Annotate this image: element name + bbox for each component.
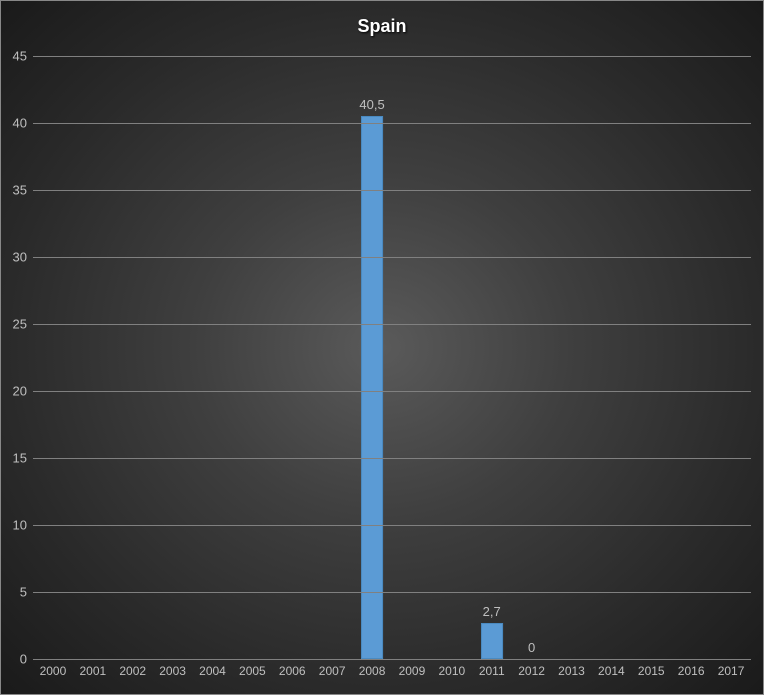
y-tick-label: 35 [13, 182, 27, 197]
chart-title: Spain [1, 16, 763, 37]
plot-area: 40,52,70 051015202530354045 [33, 56, 751, 659]
bar [481, 623, 503, 659]
x-tick-label: 2004 [199, 664, 226, 678]
bar-slot [33, 56, 73, 659]
bar-slot [113, 56, 153, 659]
y-tick-label: 40 [13, 115, 27, 130]
x-tick-label: 2016 [678, 664, 705, 678]
x-tick-label: 2012 [518, 664, 545, 678]
bar-slot [591, 56, 631, 659]
x-tick-label: 2003 [159, 664, 186, 678]
bar-slot [232, 56, 272, 659]
bar-slot [631, 56, 671, 659]
x-tick-label: 2014 [598, 664, 625, 678]
bar-slot [193, 56, 233, 659]
y-tick-label: 15 [13, 451, 27, 466]
x-tick-label: 2015 [638, 664, 665, 678]
y-tick-label: 10 [13, 518, 27, 533]
x-tick-label: 2007 [319, 664, 346, 678]
grid-line [33, 592, 751, 593]
bar-slot [711, 56, 751, 659]
y-tick-label: 20 [13, 384, 27, 399]
grid-line [33, 56, 751, 57]
grid-line [33, 123, 751, 124]
y-tick-label: 25 [13, 316, 27, 331]
bar-slot [552, 56, 592, 659]
x-tick-label: 2008 [359, 664, 386, 678]
x-tick-label: 2006 [279, 664, 306, 678]
bar-slot: 2,7 [472, 56, 512, 659]
x-tick-label: 2000 [40, 664, 67, 678]
x-tick-label: 2001 [79, 664, 106, 678]
x-axis-labels: 2000 2001 2002 2003 2004 2005 2006 2007 2008 2009… [33, 664, 751, 684]
grid-line [33, 391, 751, 392]
grid-line [33, 659, 751, 660]
x-tick-label: 2005 [239, 664, 266, 678]
bar-slot: 0 [512, 56, 552, 659]
x-tick-label: 2017 [718, 664, 745, 678]
bar-value-label: 0 [528, 640, 535, 655]
grid-line [33, 525, 751, 526]
y-tick-label: 5 [20, 584, 27, 599]
x-tick-label: 2002 [119, 664, 146, 678]
bar-value-label: 40,5 [359, 97, 384, 112]
bar-slot [671, 56, 711, 659]
grid-line [33, 257, 751, 258]
x-tick-label: 2010 [438, 664, 465, 678]
bar-slot [432, 56, 472, 659]
grid-line [33, 324, 751, 325]
grid-line [33, 190, 751, 191]
chart-container: Spain 40,52,70 051015202530354045 200020… [0, 0, 764, 695]
x-tick-label: 2009 [399, 664, 426, 678]
x-tick-label: 2011 [479, 664, 505, 678]
bar-slot [73, 56, 113, 659]
bar-slot: 40,5 [352, 56, 392, 659]
y-tick-label: 0 [20, 652, 27, 667]
grid-line [33, 458, 751, 459]
bar-slot [312, 56, 352, 659]
bar-value-label: 2,7 [483, 604, 501, 619]
bar-slot [272, 56, 312, 659]
bar-slot [392, 56, 432, 659]
y-tick-label: 45 [13, 49, 27, 64]
bars-area: 40,5 2,7 0 [33, 56, 751, 659]
bar-slot [153, 56, 193, 659]
y-tick-label: 30 [13, 250, 27, 265]
x-tick-label: 2013 [558, 664, 585, 678]
bar [361, 116, 383, 659]
